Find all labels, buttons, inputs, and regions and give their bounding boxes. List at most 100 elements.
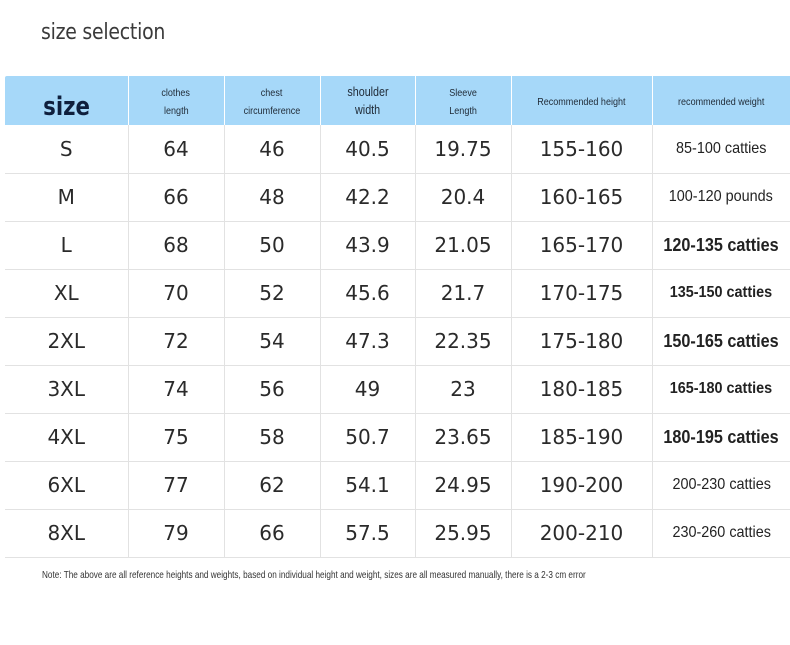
cell-shoulder: 43.9 — [319, 221, 415, 270]
cell-height: 180-185 — [510, 365, 652, 414]
cell-chest: 58 — [223, 413, 320, 462]
cell-chest: 50 — [223, 221, 320, 270]
cell-size: S — [5, 125, 128, 174]
header-line: clothes — [161, 86, 191, 99]
cell-sleeve: 24.95 — [414, 461, 511, 510]
header-shoulder-width: shoulder width — [319, 76, 415, 125]
cell-clothes-length: 64 — [127, 125, 224, 174]
cell-clothes-length: 72 — [127, 317, 224, 366]
cell-sleeve: 23 — [414, 365, 511, 414]
weight-text: 180-195 catties — [663, 426, 779, 447]
weight-text: 120-135 catties — [663, 234, 779, 255]
cell-weight: 120-135 catties — [651, 221, 790, 270]
cell-weight: 165-180 catties — [651, 365, 790, 414]
cell-weight: 230-260 catties — [651, 509, 790, 558]
cell-weight: 200-230 catties — [651, 461, 790, 510]
table-row: L 68 50 43.9 21.05 165-170 120-135 catties — [5, 221, 790, 270]
header-size-label: size — [42, 91, 90, 122]
cell-size: 2XL — [5, 317, 128, 366]
header-sleeve-length: Sleeve Length — [414, 76, 511, 125]
cell-height: 200-210 — [510, 509, 652, 558]
cell-weight: 135-150 catties — [651, 269, 790, 318]
weight-text: 135-150 catties — [670, 284, 773, 301]
weight-text: 200-230 catties — [672, 476, 771, 493]
cell-sleeve: 21.05 — [414, 221, 511, 270]
measurement-note: Note: The above are all reference height… — [42, 569, 586, 581]
cell-sleeve: 21.7 — [414, 269, 511, 318]
header-size: size — [5, 76, 128, 125]
header-line: recommended weight — [678, 95, 765, 108]
cell-shoulder: 42.2 — [319, 173, 415, 222]
cell-size: M — [5, 173, 128, 222]
header-line: chest — [261, 86, 283, 99]
cell-height: 175-180 — [510, 317, 652, 366]
cell-shoulder: 47.3 — [319, 317, 415, 366]
cell-height: 190-200 — [510, 461, 652, 510]
cell-shoulder: 57.5 — [319, 509, 415, 558]
table-row: 6XL 77 62 54.1 24.95 190-200 200-230 catties — [5, 461, 790, 510]
weight-text: 165-180 catties — [670, 380, 773, 397]
cell-clothes-length: 74 — [127, 365, 224, 414]
cell-height: 160-165 — [510, 173, 652, 222]
cell-size: 4XL — [5, 413, 128, 462]
cell-size: 8XL — [5, 509, 128, 558]
header-line: circumference — [243, 104, 301, 117]
cell-sleeve: 20.4 — [414, 173, 511, 222]
header-line: length — [163, 104, 189, 117]
cell-sleeve: 23.65 — [414, 413, 511, 462]
cell-shoulder: 49 — [319, 365, 415, 414]
header-recommended-weight: recommended weight — [651, 76, 790, 125]
cell-size: L — [5, 221, 128, 270]
cell-size: XL — [5, 269, 128, 318]
weight-text: 100-120 pounds — [669, 188, 774, 205]
cell-chest: 48 — [223, 173, 320, 222]
header-clothes-length: clothes length — [127, 76, 224, 125]
cell-chest: 62 — [223, 461, 320, 510]
cell-shoulder: 54.1 — [319, 461, 415, 510]
table-row: S 64 46 40.5 19.75 155-160 85-100 catties — [5, 125, 790, 174]
cell-shoulder: 50.7 — [319, 413, 415, 462]
cell-height: 155-160 — [510, 125, 652, 174]
header-chest-circumference: chest circumference — [223, 76, 320, 125]
cell-weight: 85-100 catties — [651, 125, 790, 174]
header-line: width — [354, 102, 381, 117]
weight-text: 150-165 catties — [663, 330, 779, 351]
table-row: M 66 48 42.2 20.4 160-165 100-120 pounds — [5, 173, 790, 222]
table-row: XL 70 52 45.6 21.7 170-175 135-150 catties — [5, 269, 790, 318]
cell-size: 6XL — [5, 461, 128, 510]
size-chart-table: size clothes length chest circumference … — [5, 76, 790, 558]
cell-chest: 46 — [223, 125, 320, 174]
table-row: 2XL 72 54 47.3 22.35 175-180 150-165 catties — [5, 317, 790, 366]
weight-text: 85-100 catties — [676, 139, 767, 157]
page-title: size selection — [41, 20, 166, 45]
table-row: 4XL 75 58 50.7 23.65 185-190 180-195 catties — [5, 413, 790, 462]
cell-clothes-length: 66 — [127, 173, 224, 222]
header-line: shoulder — [346, 84, 389, 99]
cell-clothes-length: 77 — [127, 461, 224, 510]
cell-clothes-length: 68 — [127, 221, 224, 270]
cell-weight: 180-195 catties — [651, 413, 790, 462]
table-row: 8XL 79 66 57.5 25.95 200-210 230-260 catties — [5, 509, 790, 558]
cell-height: 185-190 — [510, 413, 652, 462]
table-body: S 64 46 40.5 19.75 155-160 85-100 catties M 66 48… — [5, 125, 790, 558]
cell-chest: 56 — [223, 365, 320, 414]
header-line: Length — [449, 104, 477, 117]
cell-shoulder: 40.5 — [319, 125, 415, 174]
header-line: Sleeve — [449, 86, 477, 99]
cell-sleeve: 22.35 — [414, 317, 511, 366]
cell-sleeve: 25.95 — [414, 509, 511, 558]
cell-chest: 66 — [223, 509, 320, 558]
weight-text: 230-260 catties — [672, 524, 771, 541]
cell-clothes-length: 79 — [127, 509, 224, 558]
cell-clothes-length: 70 — [127, 269, 224, 318]
table-row: 3XL 74 56 49 23 180-185 165-180 catties — [5, 365, 790, 414]
cell-height: 165-170 — [510, 221, 652, 270]
cell-clothes-length: 75 — [127, 413, 224, 462]
header-recommended-height: Recommended height — [510, 76, 652, 125]
cell-height: 170-175 — [510, 269, 652, 318]
cell-chest: 54 — [223, 317, 320, 366]
cell-shoulder: 45.6 — [319, 269, 415, 318]
cell-sleeve: 19.75 — [414, 125, 511, 174]
cell-chest: 52 — [223, 269, 320, 318]
header-line: Recommended height — [537, 95, 626, 108]
